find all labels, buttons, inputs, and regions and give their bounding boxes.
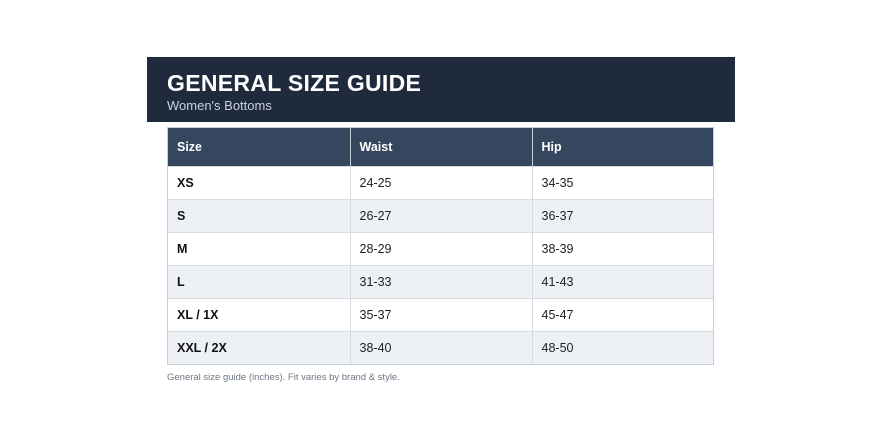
table-row: M 28-29 38-39 bbox=[168, 232, 713, 266]
table-row: XL / 1X 35-37 45-47 bbox=[168, 298, 713, 332]
waist-cell: 35-37 bbox=[350, 298, 533, 332]
footnote: General size guide (inches). Fit varies … bbox=[167, 372, 400, 383]
hip-cell: 48-50 bbox=[532, 331, 713, 364]
waist-cell: 24-25 bbox=[350, 166, 533, 200]
hip-cell: 41-43 bbox=[532, 265, 713, 299]
hip-cell: 34-35 bbox=[532, 166, 713, 200]
table-row: L 31-33 41-43 bbox=[168, 265, 713, 299]
size-cell: XL / 1X bbox=[168, 298, 351, 332]
size-table-container: Size Waist Hip XS 24-25 34-35 S 26-27 36… bbox=[167, 127, 714, 365]
waist-cell: 26-27 bbox=[350, 199, 533, 233]
size-table: Size Waist Hip XS 24-25 34-35 S 26-27 36… bbox=[168, 128, 713, 364]
table-header-row: Size Waist Hip bbox=[168, 128, 713, 167]
table-row: S 26-27 36-37 bbox=[168, 199, 713, 233]
table-row: XS 24-25 34-35 bbox=[168, 166, 713, 200]
hip-cell: 38-39 bbox=[532, 232, 713, 266]
hip-cell: 36-37 bbox=[532, 199, 713, 233]
page-subtitle: Women's Bottoms bbox=[167, 98, 272, 113]
header-banner: GENERAL SIZE GUIDE Women's Bottoms bbox=[147, 57, 735, 122]
waist-cell: 31-33 bbox=[350, 265, 533, 299]
column-header-waist: Waist bbox=[350, 128, 533, 167]
column-header-hip: Hip bbox=[532, 128, 713, 167]
size-cell: M bbox=[168, 232, 351, 266]
size-cell: XS bbox=[168, 166, 351, 200]
page-title: GENERAL SIZE GUIDE bbox=[167, 70, 422, 96]
column-header-size: Size bbox=[168, 128, 351, 167]
size-cell: XXL / 2X bbox=[168, 331, 351, 364]
waist-cell: 28-29 bbox=[350, 232, 533, 266]
size-cell: L bbox=[168, 265, 351, 299]
waist-cell: 38-40 bbox=[350, 331, 533, 364]
size-cell: S bbox=[168, 199, 351, 233]
hip-cell: 45-47 bbox=[532, 298, 713, 332]
table-row: XXL / 2X 38-40 48-50 bbox=[168, 331, 713, 364]
